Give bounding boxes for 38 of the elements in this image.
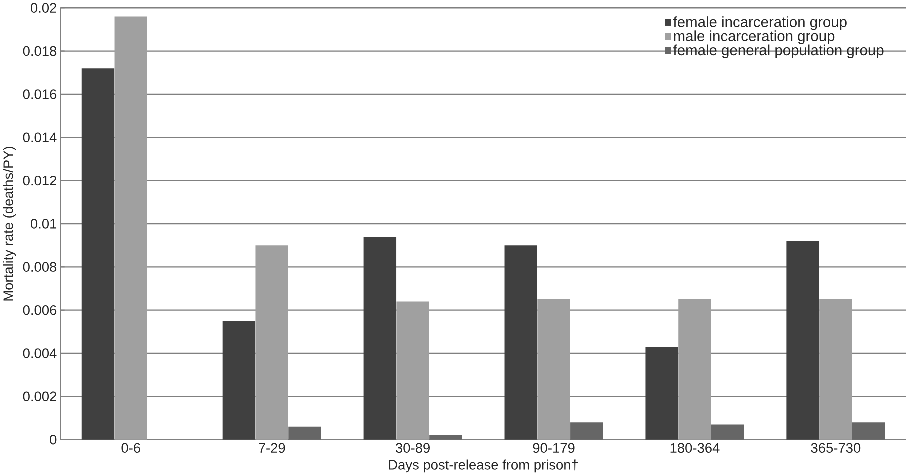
bar <box>364 237 397 440</box>
bar <box>786 241 820 440</box>
x-tick-label: 365-730 <box>811 443 861 454</box>
bar <box>288 426 322 440</box>
y-tick-label: 0 <box>50 435 57 445</box>
x-tick-label: 180-364 <box>670 443 720 454</box>
y-tick-label: 0.012 <box>23 176 56 186</box>
bar <box>820 300 852 440</box>
y-tick-label: 0.01 <box>30 219 57 229</box>
bar <box>712 424 744 440</box>
bar <box>538 300 570 440</box>
x-tick-label: 0-6 <box>122 443 140 454</box>
bar <box>396 302 430 440</box>
x-tick-label: 90-179 <box>533 443 575 454</box>
y-tick-label: 0.014 <box>23 132 57 143</box>
y-tick-label: 0.018 <box>23 46 57 56</box>
y-tick-label: 0.006 <box>23 306 57 316</box>
bar <box>256 246 288 440</box>
y-tick-label: 0.002 <box>23 392 56 402</box>
bar <box>646 347 678 440</box>
bar <box>852 422 886 440</box>
y-tick-label: 0.02 <box>30 3 56 14</box>
x-axis-title: Days post-release from prison† <box>389 460 578 473</box>
bar <box>114 16 148 440</box>
x-tick-label: 7-29 <box>259 443 286 454</box>
y-tick-label: 0.016 <box>23 90 57 100</box>
bar <box>430 436 462 440</box>
y-axis-title: Mortality rate (deaths/PY) <box>3 147 16 301</box>
y-tick-label: 0.004 <box>23 348 57 358</box>
bar <box>504 246 538 440</box>
legend-label: male incarceration group <box>674 30 835 44</box>
bar <box>222 321 256 440</box>
x-tick-label: 30-89 <box>396 443 430 454</box>
y-tick-label: 0.008 <box>23 262 57 272</box>
bar <box>570 422 604 440</box>
legend-label: female incarceration group <box>674 16 847 30</box>
bar <box>82 68 115 440</box>
bar <box>678 300 712 440</box>
